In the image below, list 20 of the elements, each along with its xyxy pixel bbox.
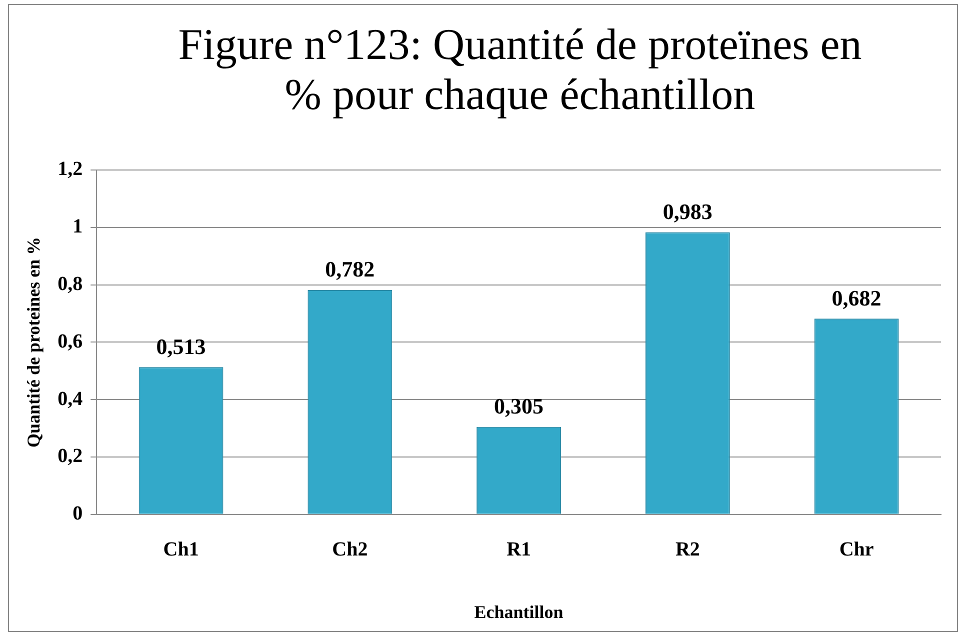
y-tick-label: 0,8: [58, 272, 83, 295]
x-tick-label: Chr: [839, 538, 874, 561]
data-label: 0,513: [156, 334, 206, 359]
y-tick-label: 0: [72, 502, 83, 525]
data-label: 0,305: [494, 394, 544, 419]
data-label: 0,682: [832, 285, 882, 310]
x-tick-label: R2: [675, 538, 700, 561]
y-tick-label: 0,2: [58, 445, 83, 468]
chart-title: Figure n°123: Quantité de proteïnes en % pour chaque échantillon: [177, 20, 863, 120]
y-tick-label: 1: [72, 216, 83, 238]
x-tick-label: Ch1: [163, 538, 199, 561]
y-tick-label: 0,4: [58, 388, 83, 410]
x-axis-title: Echantillon: [474, 602, 564, 622]
y-tick-label: 0,6: [58, 330, 83, 352]
data-label: 0,782: [325, 256, 375, 282]
y-tick-label: 1,2: [58, 158, 83, 180]
y-axis-title: Quantité de proteines en %: [23, 236, 44, 448]
x-tick-label: R1: [506, 538, 532, 561]
data-label: 0,983: [662, 198, 712, 224]
x-tick-label: Ch2: [332, 538, 368, 561]
